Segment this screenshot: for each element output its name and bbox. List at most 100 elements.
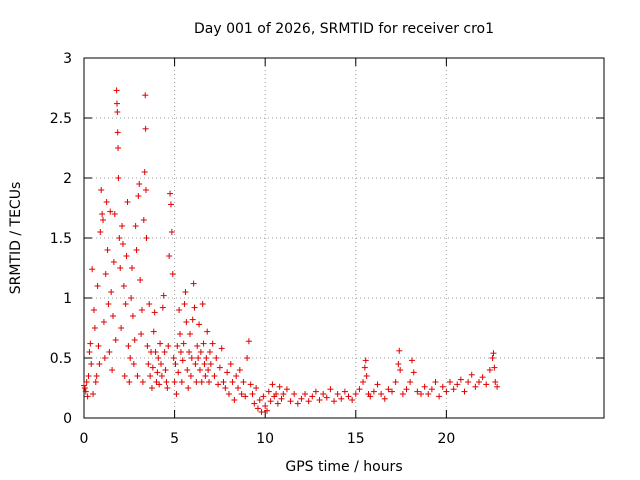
data-point xyxy=(381,395,388,402)
data-point xyxy=(193,379,200,385)
data-point xyxy=(127,355,134,361)
data-point xyxy=(256,397,263,403)
data-point xyxy=(100,319,107,325)
data-point xyxy=(206,379,213,385)
data-point xyxy=(126,379,133,385)
data-point xyxy=(209,340,216,347)
data-point xyxy=(142,92,149,99)
data-point xyxy=(213,355,220,361)
data-point xyxy=(397,367,404,373)
data-point xyxy=(302,391,309,397)
data-point xyxy=(331,398,338,405)
data-point xyxy=(129,265,136,271)
data-point xyxy=(85,373,92,379)
data-point xyxy=(486,367,493,373)
data-point xyxy=(203,355,210,361)
data-point xyxy=(312,388,319,395)
data-point xyxy=(360,379,367,385)
data-point xyxy=(167,190,174,197)
data-point xyxy=(119,223,126,229)
x-tick-label: 0 xyxy=(80,431,89,447)
data-point xyxy=(274,400,281,407)
data-point xyxy=(205,367,212,373)
data-point xyxy=(263,407,270,414)
data-point xyxy=(494,383,501,390)
data-point xyxy=(349,397,356,403)
data-point xyxy=(260,393,267,400)
data-point xyxy=(145,361,152,367)
y-axis-label: SRMTID / TECUs xyxy=(8,182,24,295)
data-point xyxy=(202,373,209,379)
data-point xyxy=(89,266,96,273)
data-point xyxy=(143,235,150,241)
data-point xyxy=(186,331,193,337)
data-point xyxy=(254,405,261,412)
data-point xyxy=(280,391,287,397)
axis-ticks xyxy=(83,57,604,419)
data-point xyxy=(450,386,457,393)
data-point xyxy=(414,388,421,395)
data-point xyxy=(111,211,118,217)
data-point xyxy=(258,409,265,415)
data-point xyxy=(436,393,443,400)
data-point xyxy=(204,328,211,335)
data-point xyxy=(137,277,144,283)
data-point xyxy=(461,388,468,395)
data-point xyxy=(247,381,254,388)
data-point xyxy=(158,361,165,367)
data-point xyxy=(454,381,461,388)
data-point xyxy=(94,283,101,289)
data-point xyxy=(196,367,203,373)
x-tick-label: 20 xyxy=(437,431,455,447)
data-point xyxy=(161,349,168,355)
data-point xyxy=(124,199,131,205)
data-point xyxy=(468,371,475,378)
data-point xyxy=(483,381,490,388)
data-point xyxy=(211,373,218,379)
data-point xyxy=(84,393,91,400)
data-point xyxy=(233,373,240,379)
data-point xyxy=(150,328,157,335)
data-point xyxy=(338,395,345,402)
data-point xyxy=(103,199,110,205)
data-point xyxy=(197,349,204,355)
data-point xyxy=(267,398,274,405)
data-point xyxy=(112,337,119,343)
data-point xyxy=(273,391,280,397)
data-point xyxy=(178,379,185,385)
data-point xyxy=(356,386,363,393)
data-point xyxy=(83,379,90,385)
data-point xyxy=(200,340,207,347)
data-point xyxy=(408,357,415,364)
data-point xyxy=(345,393,352,400)
data-point xyxy=(361,364,368,371)
y-tick-label: 2 xyxy=(63,171,72,187)
data-point xyxy=(207,361,214,367)
data-point xyxy=(129,313,136,319)
data-point xyxy=(395,361,402,367)
data-point xyxy=(242,393,249,400)
x-tick-label: 15 xyxy=(347,431,365,447)
data-point xyxy=(367,393,374,400)
y-tick-label: 1.5 xyxy=(50,231,72,247)
data-point xyxy=(294,400,301,407)
data-point xyxy=(160,292,167,299)
data-point xyxy=(341,388,348,395)
data-point xyxy=(163,379,170,385)
data-point xyxy=(189,316,196,323)
data-point xyxy=(167,201,174,208)
data-point xyxy=(133,247,140,253)
plot-frame xyxy=(83,57,605,419)
data-point xyxy=(90,391,97,397)
data-point xyxy=(176,307,183,313)
data-point xyxy=(132,223,139,229)
data-point xyxy=(298,395,305,402)
data-point xyxy=(396,347,403,354)
data-point xyxy=(148,385,155,391)
data-point xyxy=(110,259,117,265)
data-point xyxy=(195,355,202,361)
data-point xyxy=(418,391,425,397)
x-axis-label: GPS time / hours xyxy=(285,459,402,475)
data-point xyxy=(142,187,149,193)
data-point xyxy=(309,393,316,400)
